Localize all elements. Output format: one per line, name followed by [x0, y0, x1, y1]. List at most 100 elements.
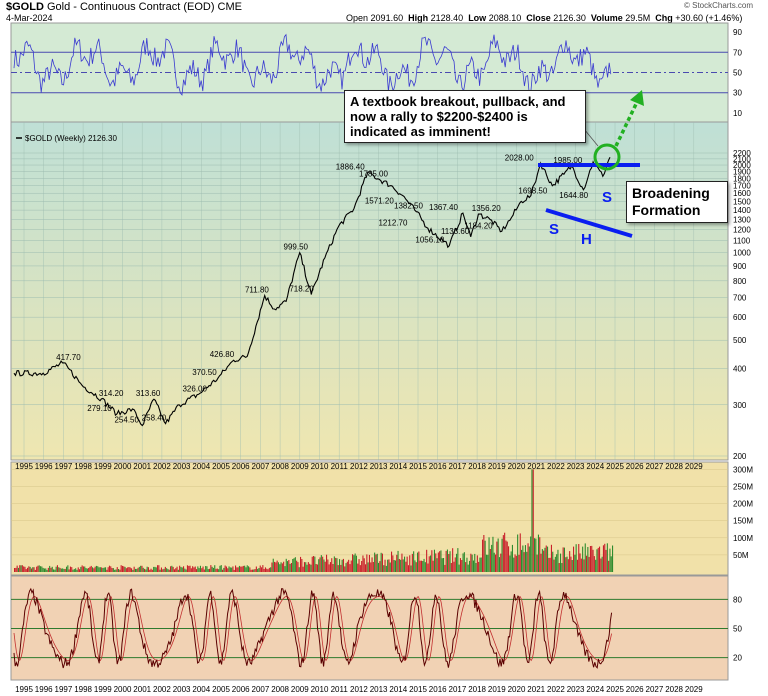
volume-bar: [344, 566, 346, 572]
volume-bar: [203, 569, 205, 572]
volume-bar: [329, 562, 331, 572]
volume-bar: [526, 551, 528, 572]
volume-bar: [612, 545, 614, 572]
volume-bar: [68, 569, 70, 572]
volume-bar: [160, 567, 162, 572]
volume-bar: [426, 549, 428, 572]
rally-arrow-shaft: [614, 101, 639, 147]
rsi-tick-label: 10: [733, 109, 742, 118]
volume-bar: [124, 566, 126, 572]
volume-bar: [232, 566, 234, 572]
x-tick-label-bottom: 2027: [646, 685, 664, 694]
volume-bar: [519, 533, 521, 572]
volume-bar: [365, 564, 367, 572]
volume-bar: [105, 567, 107, 572]
rsi-line: [13, 33, 612, 96]
x-tick-label: 2005: [212, 462, 230, 471]
symbol: $GOLD: [6, 1, 44, 13]
head-label: H: [581, 231, 592, 248]
volume-bar: [32, 567, 34, 572]
volume-bar: [76, 569, 78, 572]
osc-tick-label: 80: [733, 595, 742, 604]
volume-bar: [119, 569, 121, 572]
volume-bar: [60, 568, 62, 572]
volume-bar: [423, 558, 425, 572]
volume-bar: [501, 538, 503, 572]
volume-bar: [323, 559, 325, 572]
x-tick-label: 2004: [192, 462, 210, 471]
volume-bar: [73, 569, 75, 572]
volume-bar: [177, 569, 179, 572]
open-value: 2091.60: [370, 13, 404, 23]
volume-bar: [85, 568, 87, 572]
volume-bar: [34, 569, 36, 572]
price-line: [13, 157, 611, 427]
volume-bar: [336, 558, 338, 572]
volume-bar: [199, 565, 201, 572]
x-tick-label-bottom: 2000: [114, 685, 132, 694]
volume-bar: [162, 569, 164, 572]
volume-bar: [341, 559, 343, 572]
shoulder-right-label: S: [602, 189, 612, 206]
volume-bar: [478, 561, 480, 572]
volume-bar: [166, 568, 168, 572]
volume-bar: [183, 566, 185, 572]
volume-bar: [467, 564, 469, 572]
volume-bar: [314, 556, 316, 572]
volume-bar: [97, 566, 99, 572]
volume-bar: [185, 569, 187, 572]
x-tick-label-bottom: 2011: [331, 685, 349, 694]
volume-bar: [268, 567, 270, 572]
volume-bar: [188, 565, 190, 572]
volume-bar: [417, 552, 419, 572]
x-tick-label-bottom: 2028: [665, 685, 683, 694]
volume-bar: [201, 568, 203, 572]
volume-bar: [452, 548, 454, 572]
volume-bar: [53, 569, 55, 572]
volume-bar: [164, 566, 166, 572]
volume-bar: [218, 569, 220, 572]
volume-bar: [569, 551, 571, 572]
volume-bar: [266, 568, 268, 572]
volume-bar: [51, 566, 53, 572]
volume-bar: [225, 566, 227, 572]
x-tick-label-bottom: 2016: [429, 685, 447, 694]
x-tick-label-bottom: 2009: [291, 685, 309, 694]
volume-bar: [588, 556, 590, 572]
volume-bar: [236, 567, 238, 572]
header-title: $GOLD Gold - Continuous Contract (EOD) C…: [6, 1, 242, 13]
volume-bar: [500, 553, 502, 572]
volume-bar: [604, 543, 606, 572]
volume-bar: [557, 549, 559, 572]
volume-bar: [103, 567, 105, 572]
x-tick-label-bottom: 2002: [153, 685, 171, 694]
x-tick-label: 2001: [133, 462, 151, 471]
volume-bar: [393, 560, 395, 572]
volume-bar: [261, 567, 263, 572]
price-point-label: 1056.10: [415, 236, 444, 245]
volume-bar: [69, 566, 71, 572]
x-tick-label: 2028: [665, 462, 683, 471]
x-tick-label-bottom: 2024: [586, 685, 604, 694]
volume-bar: [77, 567, 79, 572]
volume-bar: [333, 556, 335, 572]
volume-bar: [461, 560, 463, 572]
volume-bar: [63, 569, 65, 572]
volume-bar: [489, 549, 491, 572]
x-tick-label: 2002: [153, 462, 171, 471]
rsi-tick-label: 50: [733, 69, 742, 78]
volume-bar: [502, 535, 504, 572]
close-value: 2126.30: [553, 13, 586, 23]
x-tick-label: 2011: [331, 462, 349, 471]
price-tick-label: 1400: [733, 206, 751, 215]
x-tick-label-bottom: 2022: [547, 685, 565, 694]
volume-bar: [175, 568, 177, 572]
volume-bar: [90, 565, 92, 572]
volume-bar: [144, 568, 146, 572]
x-tick-label-bottom: 2015: [409, 685, 427, 694]
volume-bar: [159, 569, 161, 572]
volume-bar: [575, 544, 577, 572]
x-tick-label: 2006: [232, 462, 250, 471]
volume-bar: [357, 563, 359, 572]
